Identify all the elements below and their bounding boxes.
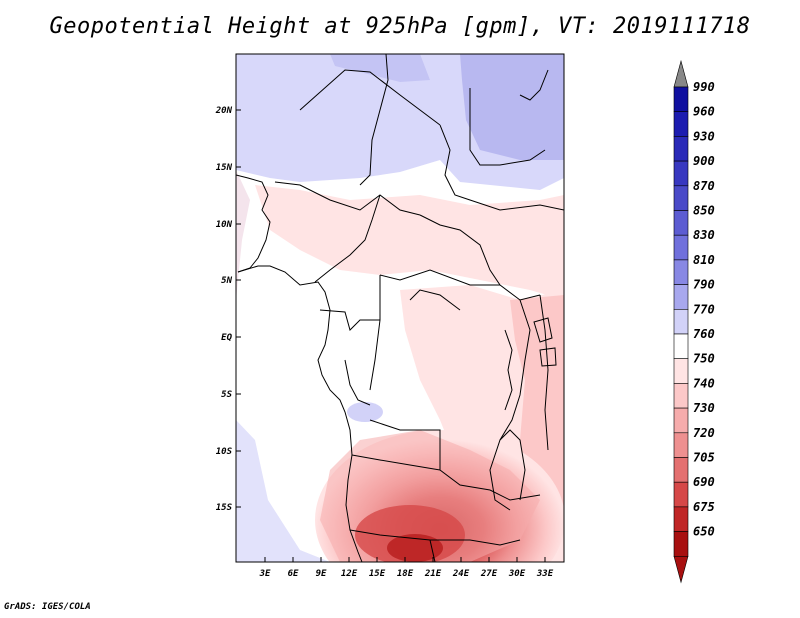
colorbar-label: 720 bbox=[693, 426, 715, 440]
colorbar-label: 675 bbox=[693, 500, 715, 514]
colorbar-label: 960 bbox=[693, 105, 715, 119]
colorbar-label: 750 bbox=[693, 352, 715, 366]
colorbar-swatch bbox=[673, 457, 689, 483]
colorbar-swatch bbox=[673, 210, 689, 236]
lat-label: 10S bbox=[216, 447, 233, 457]
colorbar-swatch bbox=[673, 358, 689, 384]
lon-label: 24E bbox=[452, 569, 470, 579]
field-770-pocket bbox=[347, 402, 383, 422]
colorbar-label: 705 bbox=[693, 451, 715, 465]
colorbar-swatch bbox=[673, 284, 689, 310]
chart-title: Geopotential Height at 925hPa [gpm], VT:… bbox=[49, 14, 751, 39]
grads-credit: GrADS: IGES/COLA bbox=[4, 602, 91, 612]
lat-label: 5N bbox=[221, 276, 232, 286]
colorbar-swatch bbox=[673, 136, 689, 162]
colorbar-label: 810 bbox=[693, 253, 715, 267]
lat-label: EQ bbox=[221, 333, 232, 343]
colorbar-label: 740 bbox=[693, 376, 715, 390]
colorbar-swatch bbox=[673, 481, 689, 508]
lon-label: 15E bbox=[369, 569, 386, 579]
lon-label: 30E bbox=[508, 569, 526, 579]
colorbar-under-triangle bbox=[673, 556, 689, 584]
lon-label: 21E bbox=[424, 569, 442, 579]
colorbar-label: 760 bbox=[693, 327, 715, 341]
lon-label: 9E bbox=[316, 569, 327, 579]
colorbar-label: 650 bbox=[693, 525, 715, 539]
colorbar-swatch bbox=[673, 432, 689, 458]
colorbar-over-triangle bbox=[673, 59, 689, 88]
field-675 bbox=[387, 534, 443, 562]
lon-label: 3E bbox=[259, 569, 271, 579]
lat-label: 10N bbox=[216, 220, 233, 230]
colorbar-swatch bbox=[673, 234, 689, 261]
field-west bbox=[236, 170, 250, 300]
colorbar-swatch bbox=[673, 259, 689, 285]
grid-ticks bbox=[236, 109, 546, 562]
colorbar-swatch bbox=[673, 160, 689, 187]
colorbar-swatch bbox=[673, 506, 689, 532]
lon-label: 33E bbox=[536, 569, 554, 579]
colorbar-label: 900 bbox=[693, 154, 715, 168]
field-750 bbox=[255, 185, 564, 300]
colorbar-label: 830 bbox=[693, 228, 715, 242]
colorbar-swatch bbox=[673, 333, 689, 360]
lon-label: 18E bbox=[397, 569, 414, 579]
colorbar-label: 930 bbox=[693, 129, 715, 143]
lat-label: 5S bbox=[221, 390, 232, 400]
colorbar-swatch bbox=[673, 383, 689, 409]
lat-label: 15N bbox=[216, 163, 233, 173]
lat-label: 15S bbox=[216, 503, 233, 513]
colorbar-swatch bbox=[673, 185, 689, 211]
colorbar-swatch bbox=[673, 308, 689, 335]
lat-label: 20N bbox=[215, 106, 233, 116]
colorbar-label: 730 bbox=[693, 401, 715, 415]
coastlines bbox=[236, 54, 564, 562]
map-frame bbox=[235, 53, 565, 563]
lat-axis: 20N 15N 10N 5N EQ 5S 10S 15S bbox=[215, 106, 233, 513]
field-770-coast bbox=[236, 420, 330, 562]
colorbar-label: 990 bbox=[693, 80, 715, 94]
colorbar-swatch bbox=[673, 111, 689, 137]
colorbar-swatch bbox=[673, 407, 689, 434]
colorbar-swatch bbox=[673, 86, 689, 113]
colorbar-label: 690 bbox=[693, 475, 715, 489]
lon-label: 6E bbox=[288, 569, 299, 579]
colorbar-label: 770 bbox=[693, 302, 715, 316]
map-panel[interactable] bbox=[236, 54, 565, 610]
lon-axis: 3E 6E 9E 12E 15E 18E 21E 24E 27E 30E 33E bbox=[259, 569, 554, 579]
lon-label: 27E bbox=[480, 569, 498, 579]
colorbar-label: 790 bbox=[693, 278, 715, 292]
colorbar-swatch bbox=[673, 531, 689, 557]
field-790 bbox=[460, 54, 564, 160]
field-790b bbox=[330, 54, 430, 82]
field-740-east bbox=[510, 295, 564, 520]
colorbar-label: 850 bbox=[693, 204, 715, 218]
lon-label: 12E bbox=[341, 569, 358, 579]
colorbar: 990 960 930 900 870 850 830 810 790 770 760 750 740 7… bbox=[673, 59, 715, 584]
colorbar-label: 870 bbox=[693, 179, 715, 193]
